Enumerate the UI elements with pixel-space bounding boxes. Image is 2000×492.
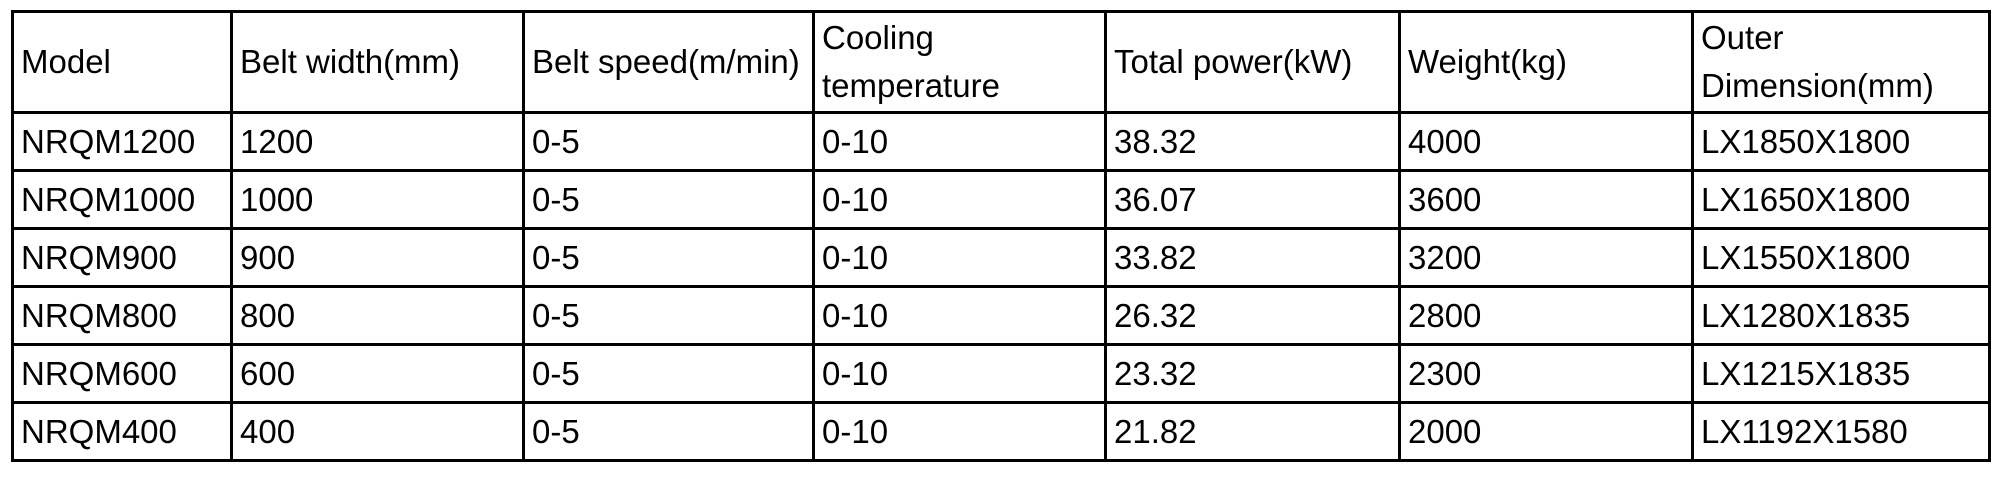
cell-r4-c0: NRQM600 xyxy=(11,343,233,404)
cell-r1-c1: 1000 xyxy=(230,169,525,230)
cell-r0-c3: 0-10 xyxy=(812,111,1107,172)
table-row-5: NRQM400 400 0-5 0-10 21.82 2000 LX1192X1580 xyxy=(11,401,1991,462)
cell-r3-c4: 26.32 xyxy=(1104,285,1401,346)
cell-r2-c3: 0-10 xyxy=(812,227,1107,288)
cell-r1-c5: 3600 xyxy=(1398,169,1694,230)
table-row-1: NRQM1000 1000 0-5 0-10 36.07 3600 LX1650X1800 xyxy=(11,169,1991,230)
cell-r2-c1: 900 xyxy=(230,227,525,288)
cell-r1-c3: 0-10 xyxy=(812,169,1107,230)
header-row: Model Belt width(mm) Belt speed(m/min) Cool… xyxy=(11,10,1991,114)
column-header-2: Belt speed(m/min) xyxy=(522,10,815,114)
cell-r4-c2: 0-5 xyxy=(522,343,815,404)
column-header-0: Model xyxy=(11,10,233,114)
cell-r5-c4: 21.82 xyxy=(1104,401,1401,462)
cell-r4-c5: 2300 xyxy=(1398,343,1694,404)
cell-r3-c3: 0-10 xyxy=(812,285,1107,346)
cell-r1-c0: NRQM1000 xyxy=(11,169,233,230)
cell-r5-c6: LX1192X1580 xyxy=(1691,401,1991,462)
cell-r3-c6: LX1280X1835 xyxy=(1691,285,1991,346)
cell-r2-c0: NRQM900 xyxy=(11,227,233,288)
cell-r5-c2: 0-5 xyxy=(522,401,815,462)
table-row-3: NRQM800 800 0-5 0-10 26.32 2800 LX1280X1835 xyxy=(11,285,1991,346)
column-header-6: Outer Dimension(mm) xyxy=(1691,10,1991,114)
table-header: Model Belt width(mm) Belt speed(m/min) Cool… xyxy=(11,10,1991,114)
cell-r4-c3: 0-10 xyxy=(812,343,1107,404)
cell-r2-c2: 0-5 xyxy=(522,227,815,288)
column-header-4: Total power(kW) xyxy=(1104,10,1401,114)
cell-r2-c6: LX1550X1800 xyxy=(1691,227,1991,288)
cell-r2-c5: 3200 xyxy=(1398,227,1694,288)
cell-r0-c6: LX1850X1800 xyxy=(1691,111,1991,172)
cell-r4-c4: 23.32 xyxy=(1104,343,1401,404)
cell-r1-c6: LX1650X1800 xyxy=(1691,169,1991,230)
cell-r3-c0: NRQM800 xyxy=(11,285,233,346)
cell-r0-c5: 4000 xyxy=(1398,111,1694,172)
cell-r5-c5: 2000 xyxy=(1398,401,1694,462)
column-header-5: Weight(kg) xyxy=(1398,10,1694,114)
cell-r5-c0: NRQM400 xyxy=(11,401,233,462)
cell-r1-c2: 0-5 xyxy=(522,169,815,230)
cell-r0-c0: NRQM1200 xyxy=(11,111,233,172)
table-row-2: NRQM900 900 0-5 0-10 33.82 3200 LX1550X1800 xyxy=(11,227,1991,288)
cell-r0-c2: 0-5 xyxy=(522,111,815,172)
cell-r0-c4: 38.32 xyxy=(1104,111,1401,172)
cell-r3-c1: 800 xyxy=(230,285,525,346)
cell-r1-c4: 36.07 xyxy=(1104,169,1401,230)
cell-r0-c1: 1200 xyxy=(230,111,525,172)
cell-r3-c5: 2800 xyxy=(1398,285,1694,346)
table-row-0: NRQM1200 1200 0-5 0-10 38.32 4000 LX1850X1800 xyxy=(11,111,1991,172)
column-header-1: Belt width(mm) xyxy=(230,10,525,114)
spec-table-container: Model Belt width(mm) Belt speed(m/min) Cool… xyxy=(11,10,1991,462)
cell-r5-c1: 400 xyxy=(230,401,525,462)
cell-r4-c6: LX1215X1835 xyxy=(1691,343,1991,404)
cell-r4-c1: 600 xyxy=(230,343,525,404)
table-row-4: NRQM600 600 0-5 0-10 23.32 2300 LX1215X1835 xyxy=(11,343,1991,404)
column-header-3: Cooling temperature xyxy=(812,10,1107,114)
product-specification-table: Model Belt width(mm) Belt speed(m/min) Cool… xyxy=(11,10,1991,462)
cell-r3-c2: 0-5 xyxy=(522,285,815,346)
cell-r5-c3: 0-10 xyxy=(812,401,1107,462)
cell-r2-c4: 33.82 xyxy=(1104,227,1401,288)
table-body: NRQM1200 1200 0-5 0-10 38.32 4000 LX1850X1800 N… xyxy=(11,111,1991,462)
